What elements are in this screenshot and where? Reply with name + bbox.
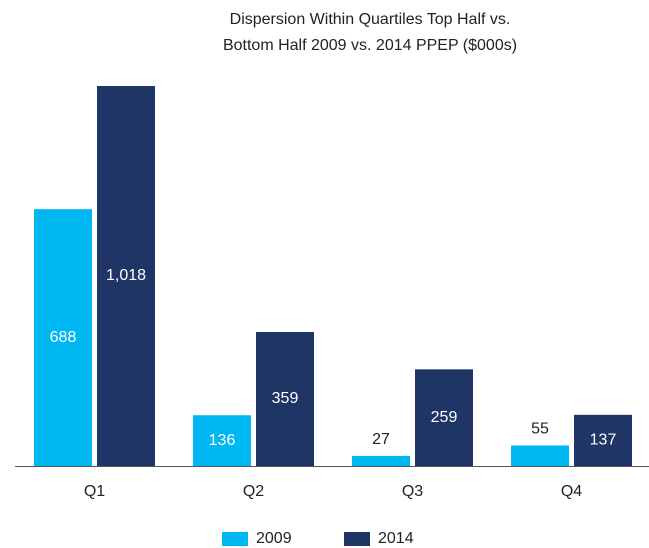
bar xyxy=(193,415,251,466)
bar xyxy=(352,455,410,466)
x-tick-label: Q1 xyxy=(84,483,105,500)
data-label: 688 xyxy=(50,329,77,346)
bar xyxy=(34,209,92,466)
bar xyxy=(415,369,473,466)
data-label: 137 xyxy=(590,432,617,449)
legend-label: 2014 xyxy=(378,530,414,547)
legend-label: 2009 xyxy=(256,530,292,547)
data-label: 359 xyxy=(272,390,299,407)
bar xyxy=(97,86,155,466)
data-label: 259 xyxy=(431,409,458,426)
data-label: 136 xyxy=(209,432,236,449)
chart-title: Bottom Half 2009 vs. 2014 PPEP ($000s) xyxy=(223,37,517,54)
legend-swatch xyxy=(344,532,370,546)
bar xyxy=(256,331,314,466)
bar xyxy=(511,445,569,466)
data-label: 27 xyxy=(372,431,390,448)
legend-swatch xyxy=(222,532,248,546)
x-tick-label: Q4 xyxy=(561,483,582,500)
data-label: 55 xyxy=(531,421,549,438)
x-tick-label: Q2 xyxy=(243,483,264,500)
bar xyxy=(574,414,632,466)
chart-title: Dispersion Within Quartiles Top Half vs. xyxy=(230,11,511,28)
data-label: 1,018 xyxy=(106,267,146,284)
x-tick-label: Q3 xyxy=(402,483,423,500)
